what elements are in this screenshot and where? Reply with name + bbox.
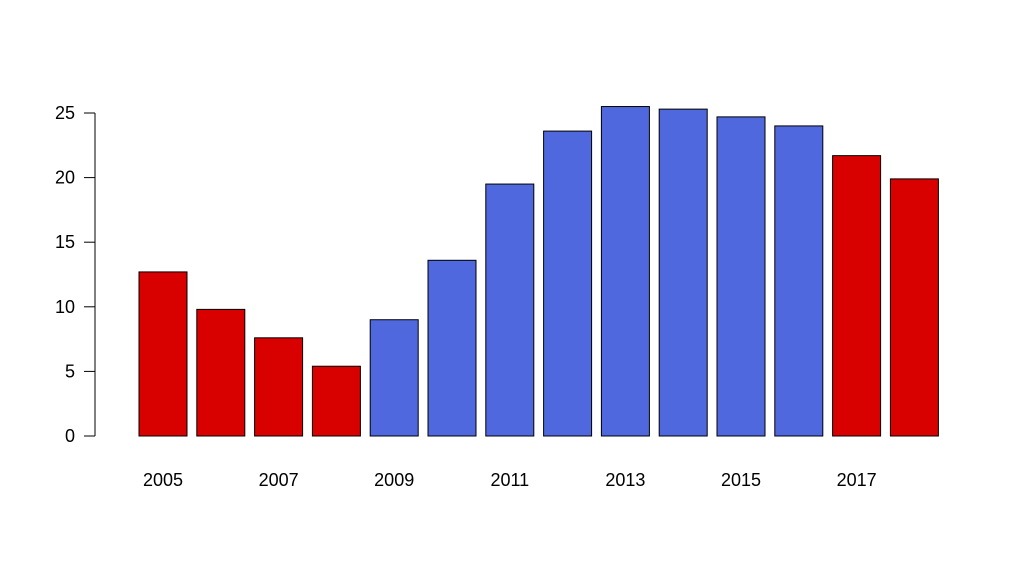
bar-2014 — [658, 108, 708, 437]
bar-2016 — [774, 125, 824, 437]
y-tick-label: 20 — [55, 168, 75, 188]
x-axis-labels: 2005 2007 2009 2011 2013 2015 2017 — [143, 470, 877, 490]
y-tick-label: 5 — [65, 361, 75, 381]
x-tick-label: 2017 — [837, 470, 877, 490]
x-tick-label: 2007 — [259, 470, 299, 490]
y-tick-label: 25 — [55, 103, 75, 123]
bar-2011 — [485, 183, 535, 437]
bar-2017 — [832, 155, 882, 437]
x-tick-label: 2005 — [143, 470, 183, 490]
bar-2009 — [369, 319, 419, 437]
y-tick-label: 15 — [55, 232, 75, 252]
bar-2018 — [889, 178, 939, 437]
x-tick-label: 2009 — [374, 470, 414, 490]
bar-2006 — [196, 308, 246, 437]
y-axis: 0 5 10 15 20 25 — [55, 103, 96, 446]
bar-2012 — [543, 130, 593, 437]
x-tick-label: 2015 — [721, 470, 761, 490]
bar-2013 — [600, 106, 650, 437]
bar-2010 — [427, 259, 477, 437]
bar-2015 — [716, 116, 766, 437]
bar-2005 — [138, 271, 188, 437]
x-tick-label: 2013 — [605, 470, 645, 490]
y-tick-label: 10 — [55, 297, 75, 317]
x-tick-label: 2011 — [490, 470, 529, 490]
bar-2008 — [311, 365, 361, 437]
bars — [138, 106, 939, 437]
bar-2007 — [254, 337, 304, 437]
y-tick-label: 0 — [65, 426, 75, 446]
